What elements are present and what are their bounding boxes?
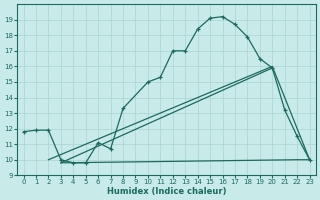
X-axis label: Humidex (Indice chaleur): Humidex (Indice chaleur) bbox=[107, 187, 226, 196]
